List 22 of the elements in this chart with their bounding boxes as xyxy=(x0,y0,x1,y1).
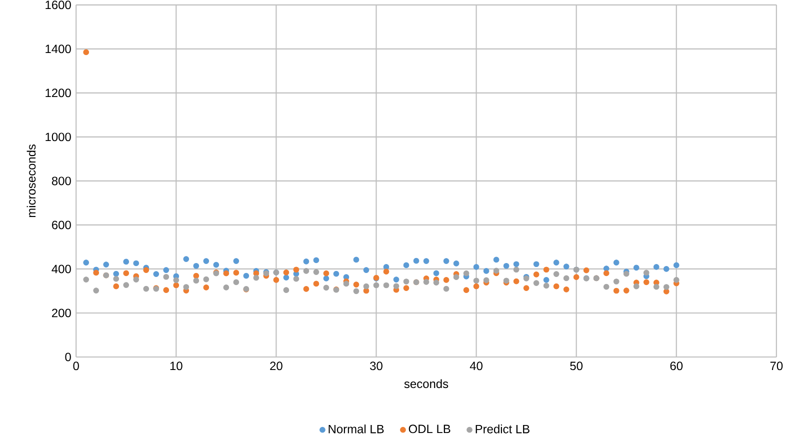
y-tick-label: 0 xyxy=(65,352,71,362)
legend-label: Predict LB xyxy=(476,424,530,434)
y-tick-label: 800 xyxy=(52,176,71,186)
x-tick-label: 70 xyxy=(770,362,783,370)
y-tick-label: 1400 xyxy=(46,44,71,54)
y-tick-label: 400 xyxy=(52,264,71,274)
x-tick-label: 30 xyxy=(370,362,382,370)
x-tick-label: 10 xyxy=(170,362,182,370)
x-tick-label: 60 xyxy=(670,362,683,370)
y-tick-label: 1200 xyxy=(46,88,71,98)
y-tick-label: 1600 xyxy=(46,0,71,10)
y-tick-label: 200 xyxy=(52,308,71,318)
legend-label: ODL LB xyxy=(408,424,450,434)
x-tick-label: 40 xyxy=(470,362,482,370)
x-tick-label: 50 xyxy=(570,362,583,370)
x-axis-title: seconds xyxy=(404,379,448,388)
x-tick-label: 20 xyxy=(270,362,282,370)
legend-label: Normal LB xyxy=(328,424,384,434)
y-tick-label: 1000 xyxy=(46,132,71,142)
y-axis-title: microseconds xyxy=(26,144,36,218)
x-tick-label: 0 xyxy=(73,362,79,370)
y-tick-label: 600 xyxy=(52,220,71,230)
